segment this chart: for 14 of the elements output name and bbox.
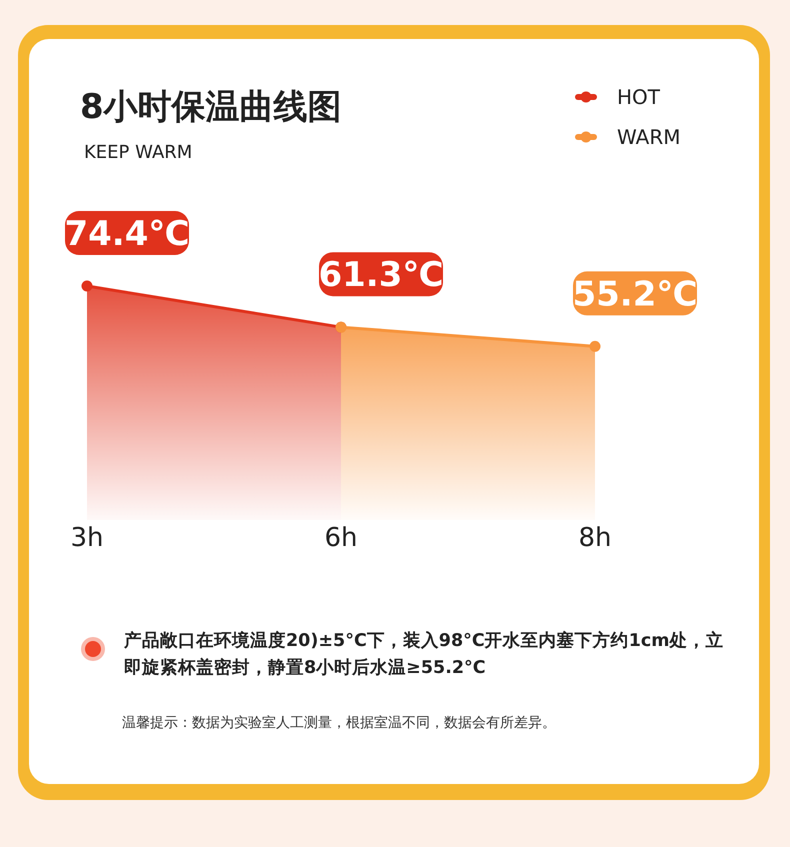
text: 产品敞口在环境温度20)±5°C下，装入98°C开水至内塞下方约1cm处，立即旋紧杯盖密封，静置8小时后水温≥55.2°C: [124, 630, 724, 680]
text: 温馨提示：数据为实验室人工测量，根据室温不同，数据会有所差异。: [122, 715, 556, 731]
label: 55.2℃: [572, 271, 698, 316]
x-tick-label: 3h: [70, 523, 104, 553]
legend-item: HOT: [575, 85, 660, 109]
label: 61.3℃: [318, 252, 444, 296]
legend-item: WARM: [575, 125, 681, 149]
chart-subtitle: KEEP WARM: [84, 142, 192, 163]
x-tick-label: 6h: [324, 523, 358, 553]
legend-label: HOT: [617, 85, 661, 109]
x-tick-label: 8h: [578, 523, 612, 553]
chart-title: 8小时保温曲线图: [80, 87, 342, 127]
label: 74.4℃: [64, 211, 190, 255]
legend-label: WARM: [617, 125, 681, 149]
